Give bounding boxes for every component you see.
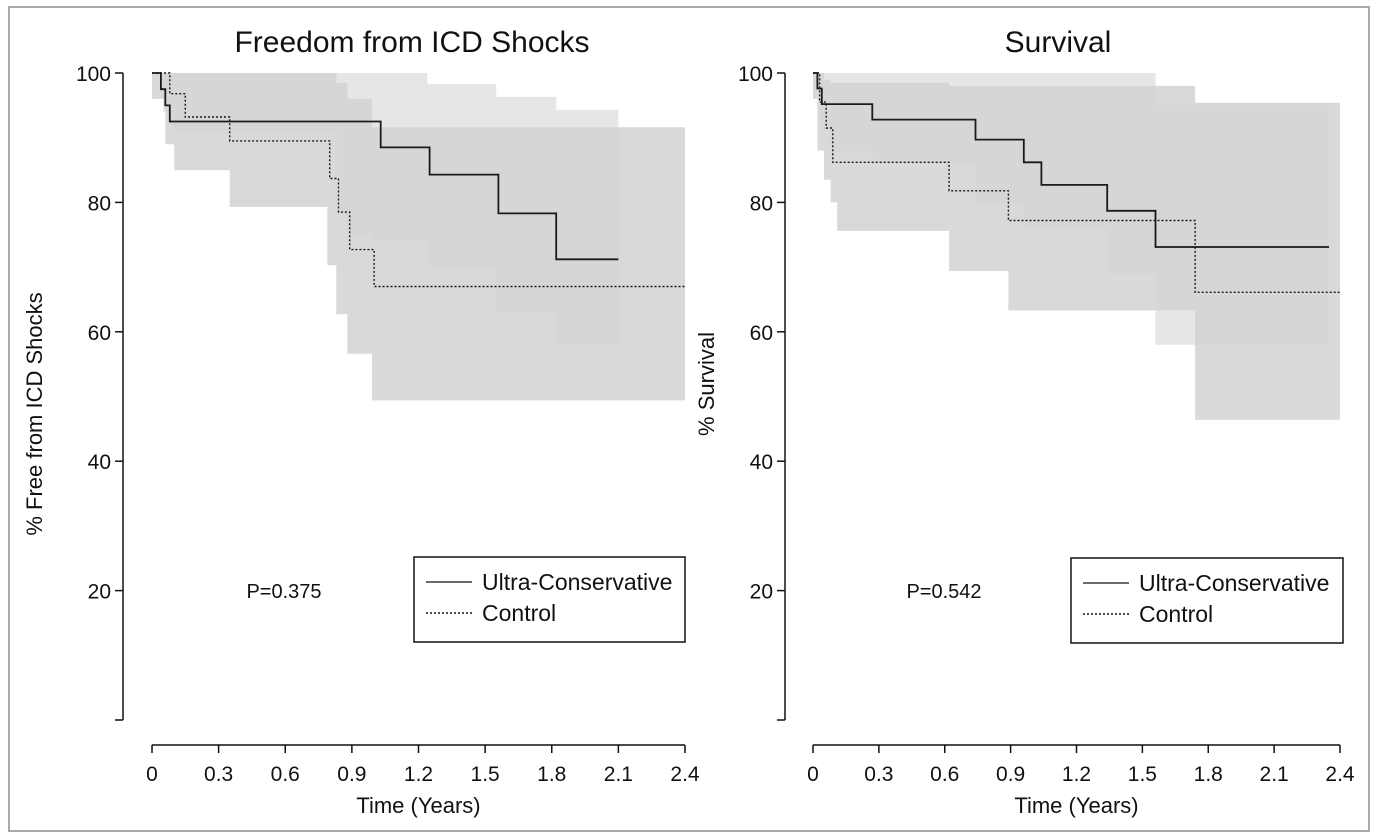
y-tick-label: 40 [750, 451, 773, 474]
x-tick-label: 2.1 [604, 763, 633, 786]
y-axis: 20 40 60 80 100 [76, 63, 124, 721]
chart-panel-2: 20 40 60 80 100 0 0.3 0.6 0.9 1.2 1.5 1.8 2.1 2.4 Surv… [694, 26, 1355, 818]
chart-panel-1: 20 40 60 80 100 0 0.3 0.6 0.9 1.2 1.5 1.8 2.1 2.4 Free… [22, 26, 700, 818]
km-curve-ultra-conservative [152, 72, 619, 261]
chart-title: Survival [1005, 26, 1112, 59]
chart-title: Freedom from ICD Shocks [234, 26, 589, 59]
legend-box [1070, 557, 1344, 644]
ci-band-control [813, 73, 1340, 420]
x-tick-label: 0.3 [864, 763, 893, 786]
x-tick-label: 0 [146, 763, 158, 786]
y-tick-label: 20 [750, 581, 773, 604]
ci-band-control [152, 73, 685, 401]
km-curve-ultra-conservative [813, 72, 1329, 248]
x-axis-label: Time (Years) [1014, 793, 1138, 818]
legend-label: Ultra-Conservative [482, 569, 672, 595]
confidence-bands [813, 73, 1340, 420]
legend-box [413, 556, 686, 643]
y-axis-label: % Survival [694, 332, 719, 436]
x-tick-label: 0.3 [204, 763, 233, 786]
x-tick-label: 2.4 [670, 763, 700, 786]
km-curve-control [152, 72, 685, 288]
x-tick-label: 0.6 [930, 763, 959, 786]
x-tick-label: 1.2 [404, 763, 433, 786]
y-tick-label: 60 [88, 322, 111, 345]
km-curve-control [813, 72, 1340, 293]
x-tick-label: 0.9 [996, 763, 1025, 786]
y-tick-label: 100 [76, 63, 111, 86]
legend-label: Control [482, 600, 556, 626]
p-value: P=0.542 [906, 581, 981, 603]
legend: Ultra-Conservative Control [1070, 557, 1344, 644]
legend-label: Ultra-Conservative [1139, 570, 1329, 596]
x-tick-label: 1.8 [537, 763, 566, 786]
x-tick-label: 0 [807, 763, 819, 786]
x-tick-label: 2.1 [1260, 763, 1289, 786]
x-axis-label: Time (Years) [356, 793, 480, 818]
x-tick-label: 2.4 [1325, 763, 1355, 786]
y-axis-label: % Free from ICD Shocks [22, 292, 47, 535]
y-tick-label: 40 [88, 451, 111, 474]
y-tick-label: 80 [750, 192, 773, 215]
x-tick-label: 0.6 [271, 763, 300, 786]
legend: Ultra-Conservative Control [413, 556, 686, 643]
x-tick-label: 0.9 [337, 763, 366, 786]
p-value: P=0.375 [246, 581, 321, 603]
x-tick-label: 1.5 [471, 763, 500, 786]
confidence-bands [152, 73, 685, 401]
y-tick-label: 20 [88, 581, 111, 604]
y-tick-label: 60 [750, 322, 773, 345]
x-tick-label: 1.5 [1128, 763, 1157, 786]
x-tick-label: 1.8 [1194, 763, 1223, 786]
y-axis: 20 40 60 80 100 [738, 63, 786, 721]
x-tick-label: 1.2 [1062, 763, 1091, 786]
y-tick-label: 80 [88, 192, 111, 215]
x-axis: 0 0.3 0.6 0.9 1.2 1.5 1.8 2.1 2.4 [807, 744, 1355, 786]
y-tick-label: 100 [738, 63, 773, 86]
x-axis: 0 0.3 0.6 0.9 1.2 1.5 1.8 2.1 2.4 [146, 744, 700, 786]
legend-label: Control [1139, 601, 1213, 627]
